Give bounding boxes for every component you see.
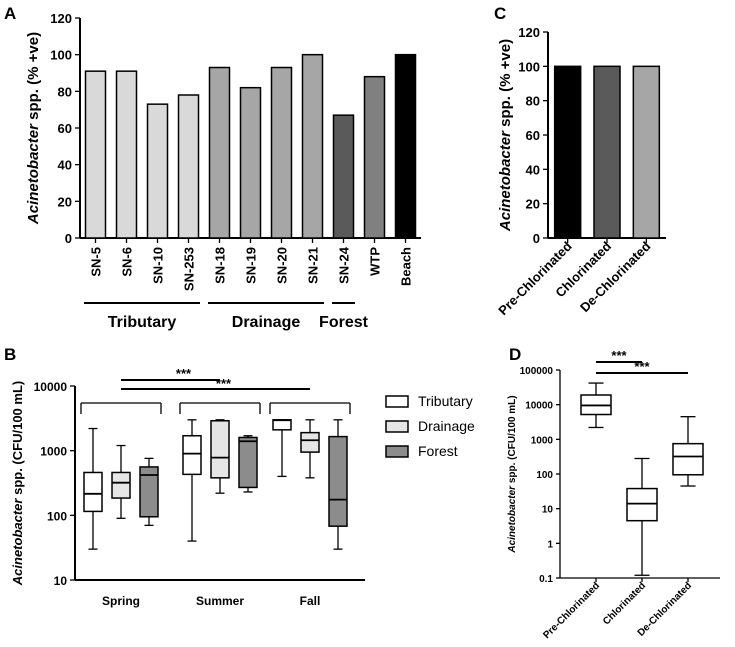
bar xyxy=(146,103,169,239)
y-tick-label: 100 xyxy=(536,470,553,481)
legend-swatch xyxy=(385,420,409,433)
bar xyxy=(84,70,107,239)
box xyxy=(210,420,230,479)
group-label: Tributary xyxy=(108,314,177,331)
y-axis-title: Acinetobacter spp. (CFU/100 mL) xyxy=(507,395,518,553)
box xyxy=(83,471,103,513)
y-tick-label: 100000 xyxy=(520,366,554,377)
group-label: Forest xyxy=(319,314,369,331)
panel-label-a: A xyxy=(4,4,16,23)
y-tick-label: 60 xyxy=(58,121,72,136)
box xyxy=(300,431,320,453)
significance-label: *** xyxy=(216,376,232,391)
x-tick-label: SN-21 xyxy=(306,247,321,284)
y-tick-label: 1 xyxy=(547,539,553,550)
y-axis-title: Acinetobacter spp. (% +ve) xyxy=(25,32,42,225)
panel-label-d: D xyxy=(509,345,521,364)
legend-swatch xyxy=(385,445,409,458)
y-tick-label: 80 xyxy=(58,84,72,99)
x-tick-label: SN-24 xyxy=(337,246,352,284)
y-tick-label: 20 xyxy=(526,197,540,212)
y-tick-label: 60 xyxy=(526,128,540,143)
x-tick-label: SN-18 xyxy=(213,247,228,284)
x-tick-label: SN-20 xyxy=(275,247,290,284)
y-tick-label: 1000 xyxy=(40,445,67,459)
y-tick-label: 40 xyxy=(58,158,72,173)
x-tick-label: Summer xyxy=(196,594,244,608)
y-axis-title: Acinetobacter spp. (% +ve) xyxy=(497,39,514,232)
bar xyxy=(239,86,262,239)
bar xyxy=(208,66,231,239)
box xyxy=(328,435,348,527)
group-label: Drainage xyxy=(232,314,301,331)
bar xyxy=(270,66,293,239)
y-tick-label: 0 xyxy=(65,231,72,246)
chart-panel-b: 10 100 1000 10000 Acinetobacter spp. (CFU/10… xyxy=(10,366,475,608)
panel-label-c: C xyxy=(494,4,506,23)
chart-panel-c: 0 20 40 60 80 100 120 Acinetobacter spp. (% +ve… xyxy=(495,25,666,318)
y-tick-label: 100 xyxy=(518,59,540,74)
bar xyxy=(632,65,661,239)
y-tick-label: 0.1 xyxy=(539,574,553,585)
y-tick-label: 10 xyxy=(54,574,68,588)
y-tick-label: 10000 xyxy=(34,380,68,394)
box xyxy=(238,436,258,489)
x-tick-label: WTP xyxy=(368,247,383,276)
y-tick-label: 1000 xyxy=(531,435,554,446)
chart-panel-a: 0 20 40 60 80 100 120 Acinetobacter spp. (% +ve… xyxy=(25,11,421,331)
y-tick-label: 20 xyxy=(58,194,72,209)
y-tick-label: 10000 xyxy=(525,401,553,412)
panel-label-b: B xyxy=(4,345,16,364)
significance-label: *** xyxy=(611,348,627,363)
box xyxy=(139,466,159,518)
bar xyxy=(332,114,355,239)
y-tick-label: 120 xyxy=(518,25,540,40)
x-tick-label: Spring xyxy=(102,594,140,608)
box xyxy=(111,471,131,499)
y-tick-label: 0 xyxy=(533,231,540,246)
y-tick-label: 120 xyxy=(50,11,72,26)
box xyxy=(626,487,658,522)
box xyxy=(272,419,292,431)
bar xyxy=(553,65,582,239)
bar xyxy=(593,65,621,239)
x-tick-label: SN-5 xyxy=(89,247,104,277)
legend-label: Forest xyxy=(418,443,458,459)
legend-swatch xyxy=(385,395,409,408)
bar xyxy=(115,70,138,239)
y-tick-label: 40 xyxy=(526,162,540,177)
x-tick-label: Beach xyxy=(399,247,414,286)
bar xyxy=(177,94,200,239)
y-tick-label: 100 xyxy=(50,48,72,63)
y-tick-label: 80 xyxy=(526,94,540,109)
significance-label: *** xyxy=(176,366,192,381)
x-tick-label: Pre-Chlorinated xyxy=(541,580,602,641)
y-tick-label: 10 xyxy=(542,505,554,516)
bar xyxy=(301,53,324,239)
x-tick-label: De-Chlorinated xyxy=(577,238,654,315)
box xyxy=(182,435,202,476)
significance-label: *** xyxy=(634,359,650,374)
x-tick-label: Chlorinated xyxy=(601,580,648,627)
x-tick-label: SN-253 xyxy=(182,247,197,291)
x-tick-label: Fall xyxy=(300,594,321,608)
box xyxy=(672,442,704,476)
x-tick-label: SN-19 xyxy=(244,247,259,284)
bar xyxy=(394,53,417,239)
y-axis-title: Acinetobacter spp. (CFU/100 mL) xyxy=(10,381,25,586)
y-tick-label: 100 xyxy=(47,509,67,523)
x-tick-label: SN-10 xyxy=(151,247,166,284)
legend-label: Drainage xyxy=(418,418,475,434)
x-tick-label: SN-6 xyxy=(120,247,135,277)
bar xyxy=(363,75,386,239)
legend-label: Tributary xyxy=(418,393,473,409)
chart-panel-d: 0.1 1 10 100 1000 10000 100000 Acinetobacter sp… xyxy=(507,348,720,641)
